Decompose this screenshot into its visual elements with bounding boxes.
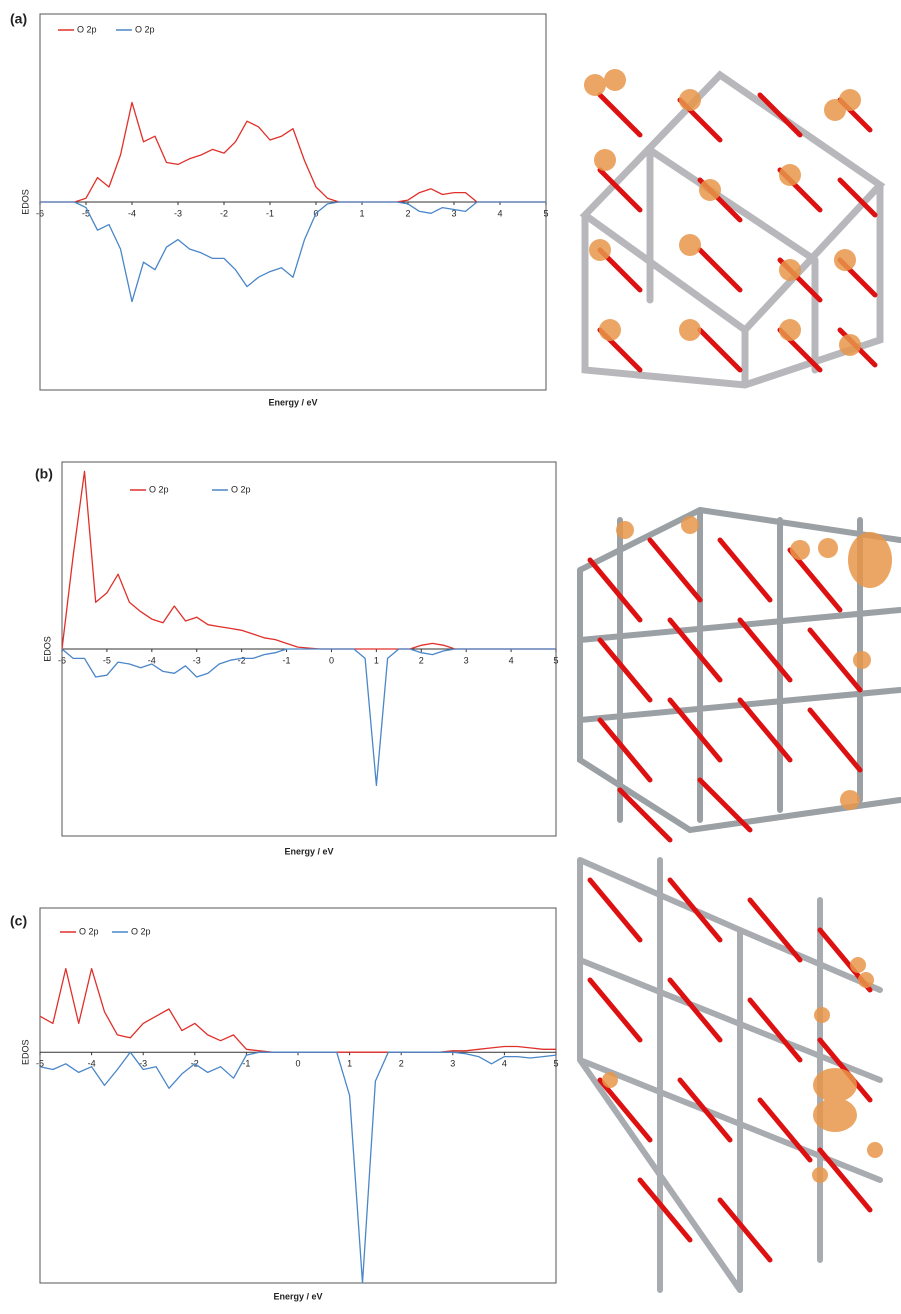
x-tick-label: 0 <box>295 1059 300 1069</box>
crystal-b <box>580 510 900 840</box>
dos-line <box>62 471 556 649</box>
x-tick-label: 2 <box>405 208 410 218</box>
crystal-a <box>584 69 880 385</box>
x-tick-label: 1 <box>347 1059 352 1069</box>
plot-frame <box>40 908 556 1283</box>
x-tick-label: -5 <box>103 655 111 665</box>
dos-line <box>40 969 556 1053</box>
x-tick-label: -6 <box>58 655 66 665</box>
x-tick-label: -1 <box>266 208 274 218</box>
x-tick-label: -6 <box>36 208 44 218</box>
legend-label: O 2p <box>77 24 97 34</box>
x-tick-label: 3 <box>450 1059 455 1069</box>
x-tick-label: -3 <box>139 1059 147 1069</box>
legend-label: O 2p <box>231 484 251 494</box>
x-tick-label: 3 <box>464 655 469 665</box>
x-axis-label: Energy / eV <box>268 397 317 407</box>
figure: -6 -5 -4 -3 -2 -1 0 1 2 3 4 5 O 2p O 2p (a) Energy / eV… <box>0 0 901 1309</box>
y-axis-label: EDOS <box>42 636 52 662</box>
y-axis-label: EDOS <box>20 1039 30 1065</box>
legend-label: O 2p <box>135 24 155 34</box>
crystal-c <box>580 860 883 1290</box>
panel-label: (c) <box>10 913 27 929</box>
y-axis-label: EDOS <box>20 189 30 215</box>
dos-line <box>62 649 556 786</box>
x-tick-label: 4 <box>497 208 502 218</box>
dos-line <box>40 202 546 302</box>
legend-label: O 2p <box>79 926 99 936</box>
x-tick-label: -2 <box>220 208 228 218</box>
x-tick-label: 2 <box>419 655 424 665</box>
x-tick-label: 4 <box>502 1059 507 1069</box>
x-tick-label: 2 <box>399 1059 404 1069</box>
x-tick-label: -3 <box>193 655 201 665</box>
legend-label: O 2p <box>131 926 151 936</box>
panel-label: (b) <box>35 466 53 482</box>
crystal-structures <box>580 69 900 1290</box>
x-tick-label: 4 <box>509 655 514 665</box>
x-tick-label: 5 <box>543 208 548 218</box>
x-axis-label: Energy / eV <box>273 1291 322 1301</box>
x-tick-label: 1 <box>374 655 379 665</box>
x-tick-label: 5 <box>553 1059 558 1069</box>
dos-line <box>40 102 546 202</box>
x-tick-label: -3 <box>174 208 182 218</box>
x-tick-label: -2 <box>238 655 246 665</box>
x-tick-label: -4 <box>128 208 136 218</box>
x-tick-label: 0 <box>329 655 334 665</box>
legend-label: O 2p <box>149 484 169 494</box>
panel-label: (a) <box>10 11 27 27</box>
x-tick-label: 1 <box>359 208 364 218</box>
x-tick-label: -1 <box>283 655 291 665</box>
x-axis-label: Energy / eV <box>284 846 333 856</box>
dos-line <box>40 1052 556 1283</box>
x-tick-label: 5 <box>553 655 558 665</box>
